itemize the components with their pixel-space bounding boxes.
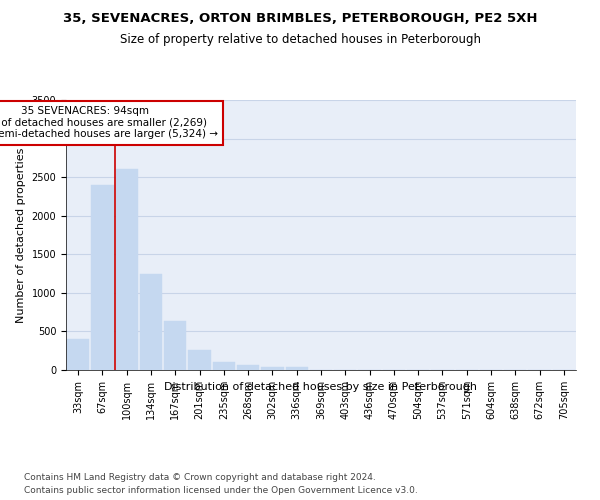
Bar xyxy=(212,362,235,370)
Bar xyxy=(116,170,138,370)
Bar xyxy=(188,350,211,370)
Y-axis label: Number of detached properties: Number of detached properties xyxy=(16,148,26,322)
Text: Contains public sector information licensed under the Open Government Licence v3: Contains public sector information licen… xyxy=(24,486,418,495)
Text: 35, SEVENACRES, ORTON BRIMBLES, PETERBOROUGH, PE2 5XH: 35, SEVENACRES, ORTON BRIMBLES, PETERBOR… xyxy=(63,12,537,26)
Bar xyxy=(164,320,187,370)
Bar xyxy=(140,274,162,370)
Bar xyxy=(237,366,259,370)
Text: 35 SEVENACRES: 94sqm
← 30% of detached houses are smaller (2,269)
70% of semi-de: 35 SEVENACRES: 94sqm ← 30% of detached h… xyxy=(0,106,218,140)
Text: Size of property relative to detached houses in Peterborough: Size of property relative to detached ho… xyxy=(119,32,481,46)
Text: Distribution of detached houses by size in Peterborough: Distribution of detached houses by size … xyxy=(164,382,478,392)
Bar xyxy=(67,339,89,370)
Bar xyxy=(261,366,284,370)
Text: Contains HM Land Registry data © Crown copyright and database right 2024.: Contains HM Land Registry data © Crown c… xyxy=(24,472,376,482)
Bar xyxy=(91,185,113,370)
Bar xyxy=(286,368,308,370)
